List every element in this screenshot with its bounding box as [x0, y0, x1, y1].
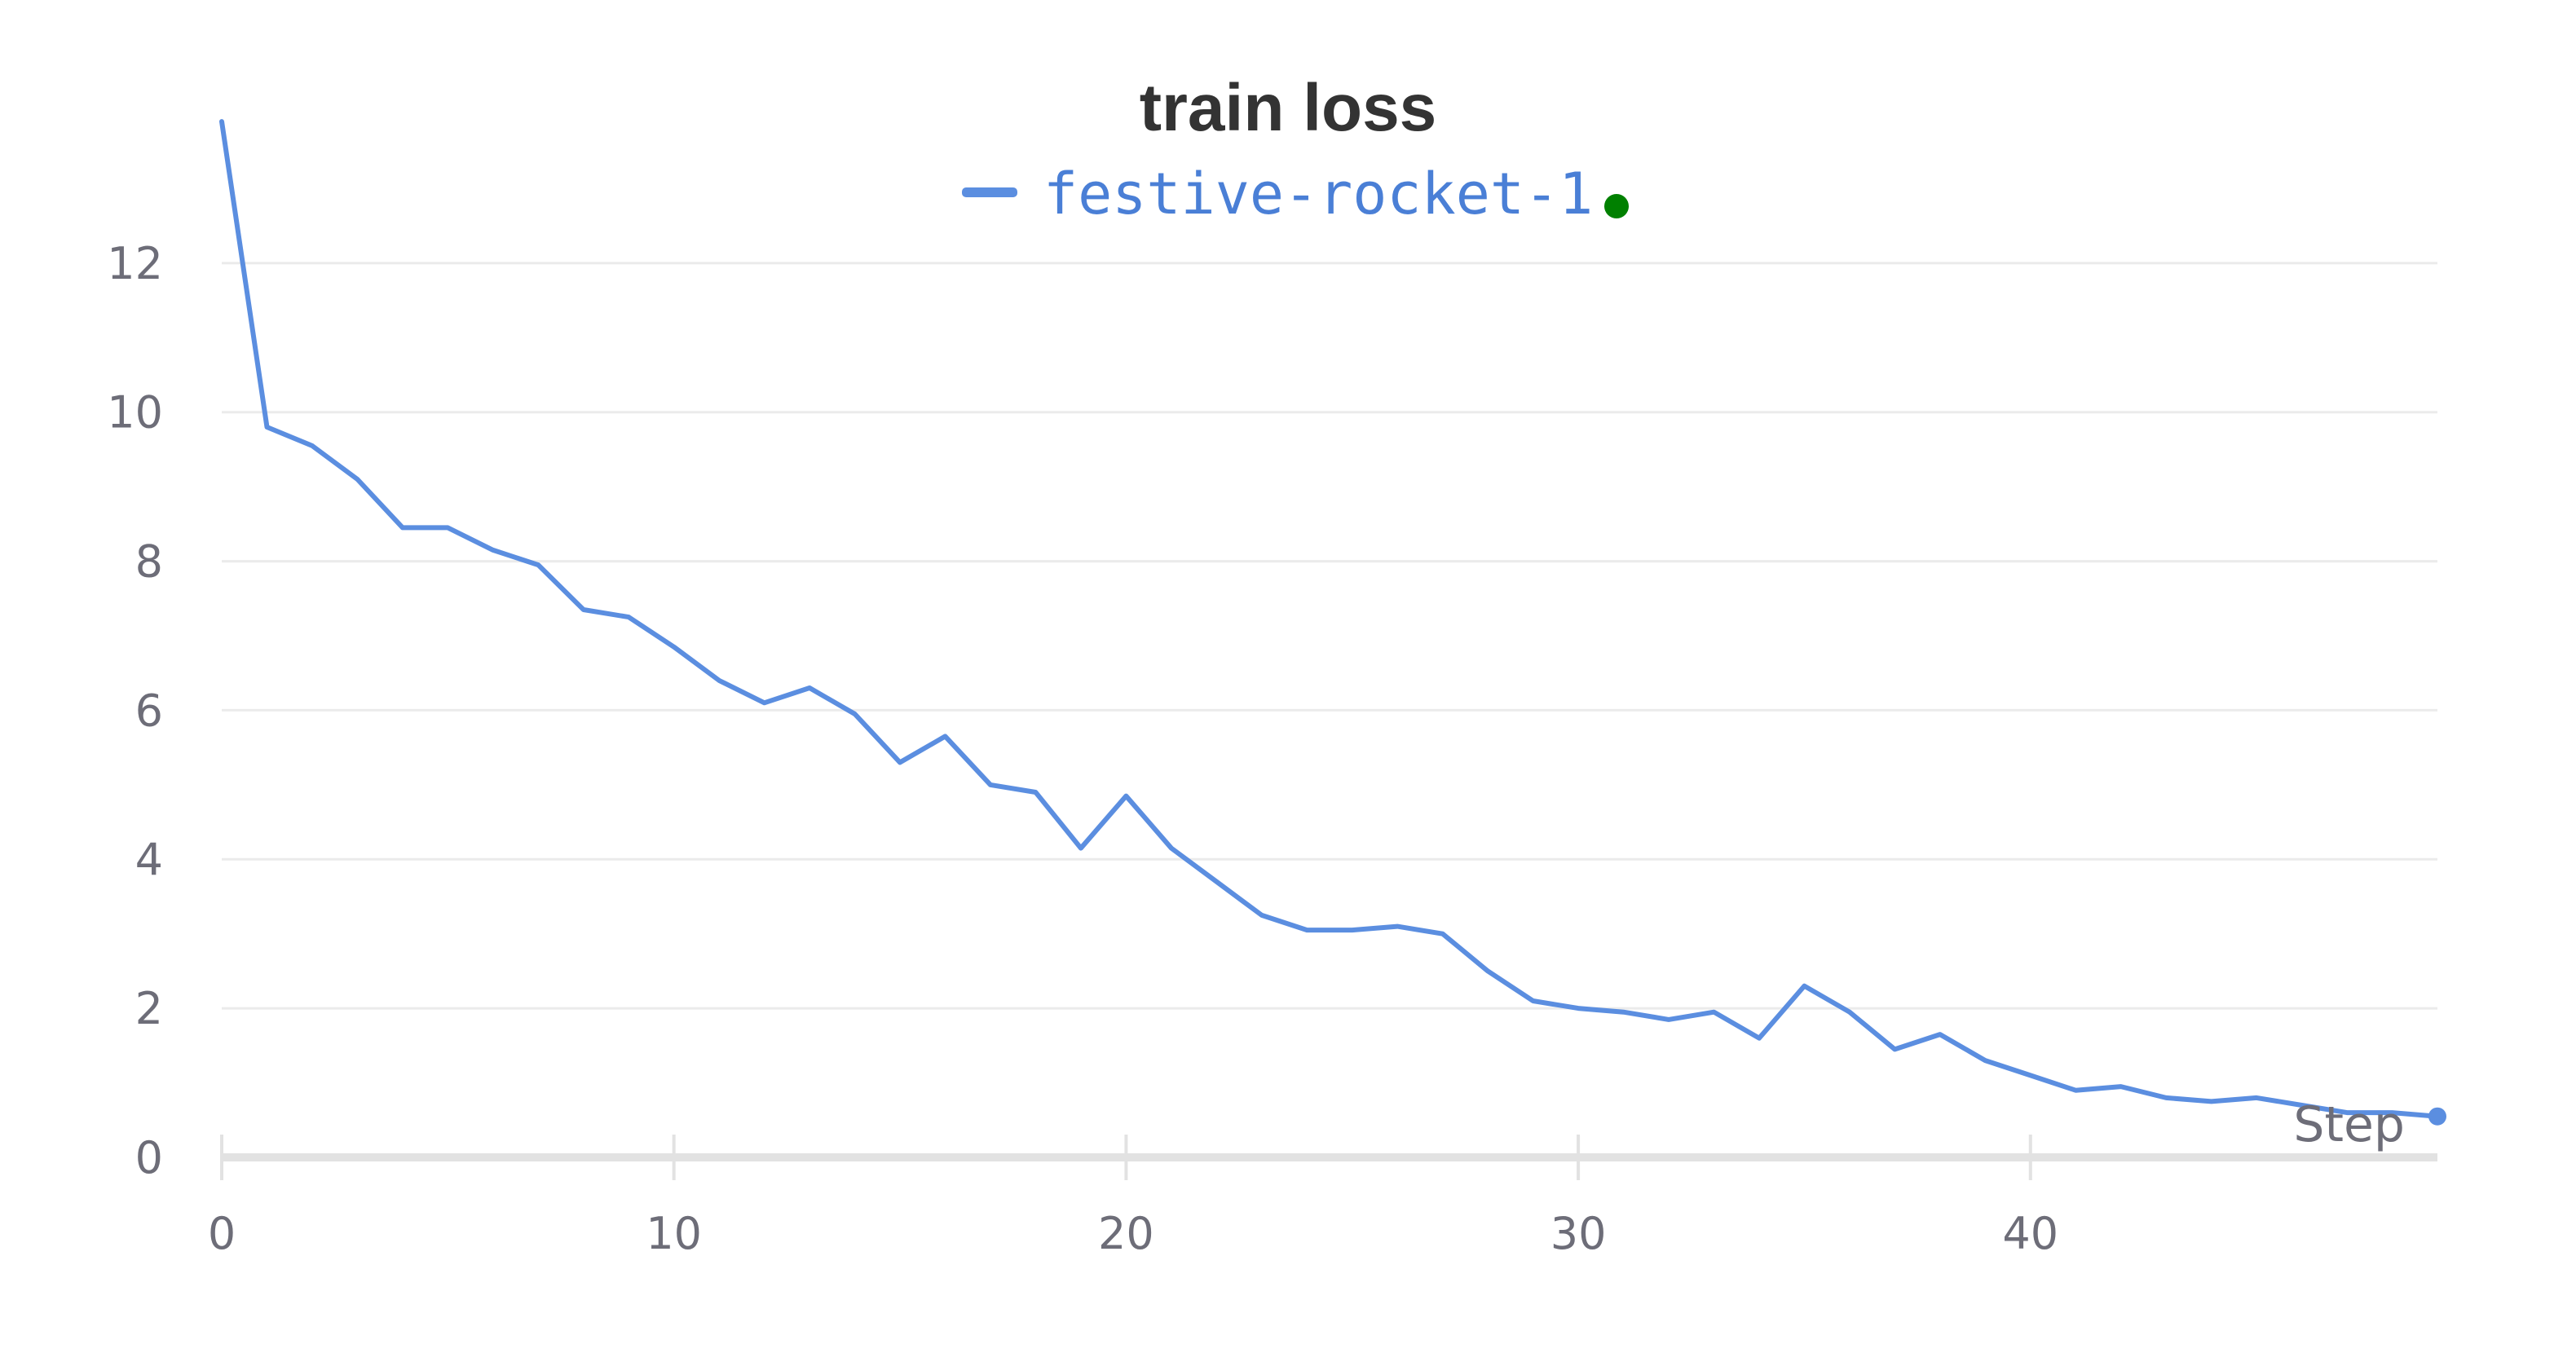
x-tick-label: 20: [1098, 1208, 1154, 1259]
y-tick-label: 2: [135, 983, 163, 1034]
run-status-dot: [1604, 194, 1629, 218]
x-axis-label: Step: [2293, 1096, 2405, 1153]
y-tick-label: 4: [135, 834, 163, 885]
x-tick-label: 0: [208, 1208, 236, 1259]
x-tick-label: 40: [2002, 1208, 2058, 1259]
y-axis-ticks: 0 2 4 6 8 10 12: [107, 238, 163, 1183]
series-endpoint-marker[interactable]: [2428, 1107, 2446, 1126]
legend-swatch: [962, 187, 1017, 197]
x-tick-label: 30: [1550, 1208, 1607, 1259]
grid-lines: [222, 262, 2437, 1010]
y-tick-label: 6: [135, 685, 163, 736]
series-line: [219, 119, 2440, 1119]
y-tick-label: 0: [135, 1132, 163, 1183]
legend[interactable]: festive-rocket-1: [962, 161, 1629, 227]
series-line-path: [219, 119, 2440, 1119]
legend-label: festive-rocket-1: [1043, 161, 1593, 227]
x-axis: 0 10 20 30 40: [208, 1135, 2437, 1259]
chart-title: train loss: [1140, 71, 1437, 145]
y-tick-label: 12: [107, 238, 163, 289]
x-tick-label: 10: [646, 1208, 702, 1259]
y-tick-label: 10: [107, 387, 163, 439]
y-tick-label: 8: [135, 536, 163, 588]
